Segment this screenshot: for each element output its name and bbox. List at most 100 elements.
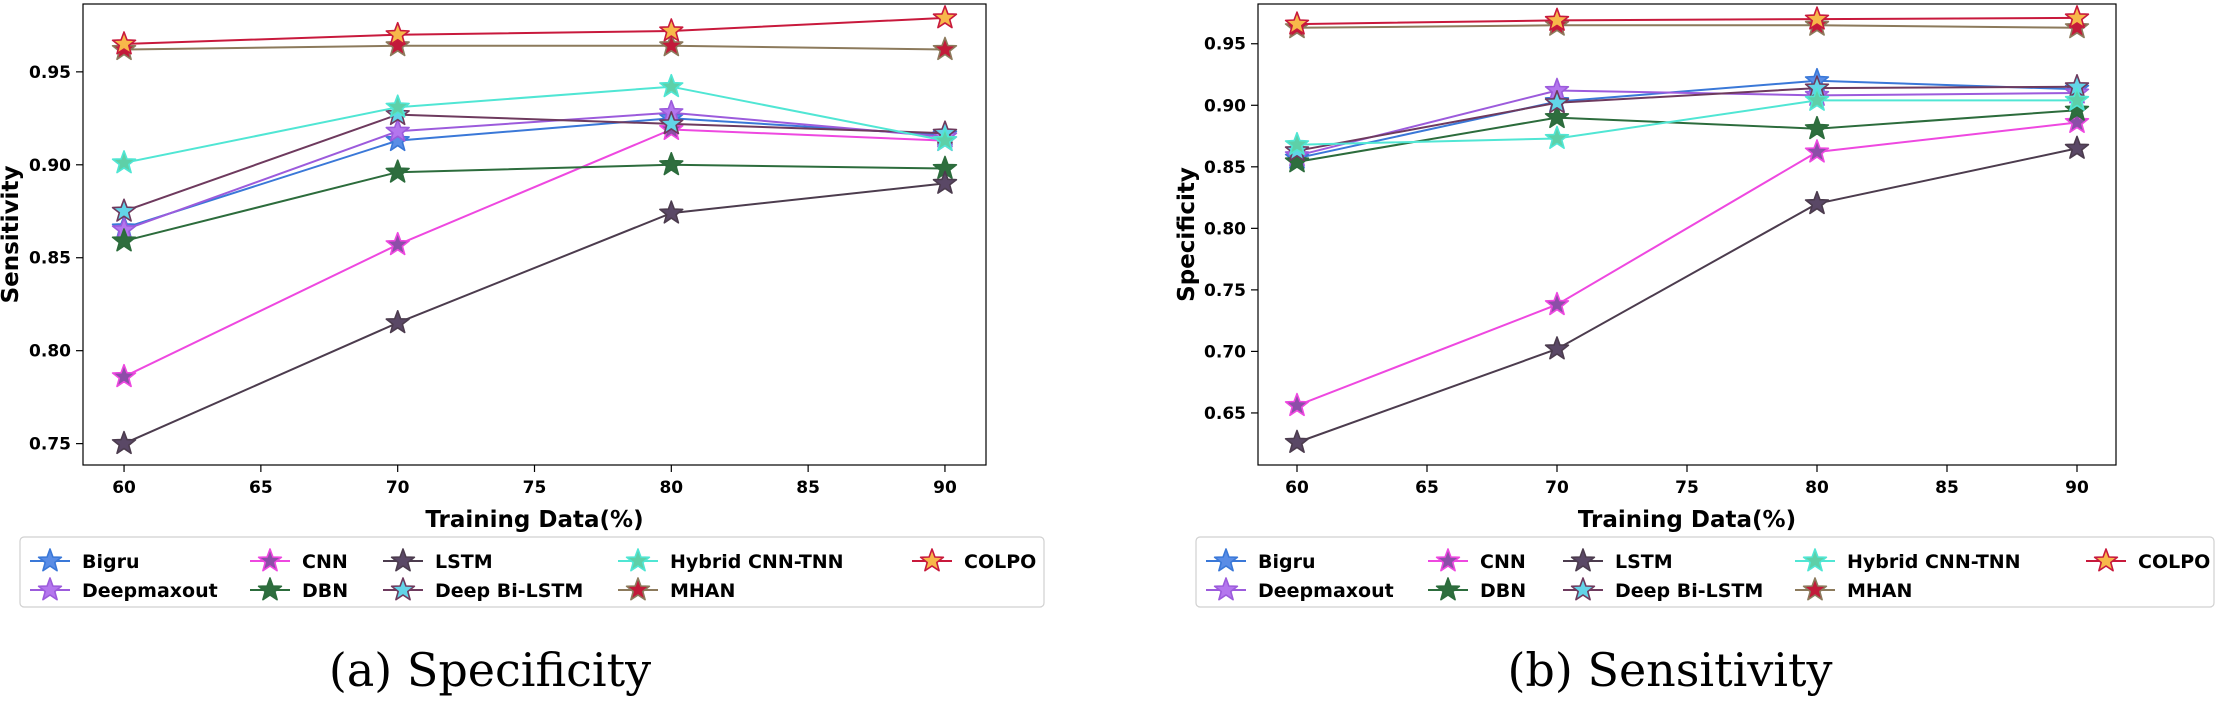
data-point-hybrid-cnn-tnn	[659, 73, 684, 98]
legend-label: Deepmaxout	[82, 580, 218, 602]
x-tick-label: 70	[1545, 478, 1569, 498]
x-tick-label: 85	[1935, 478, 1959, 498]
legend-marker	[1802, 548, 1828, 572]
legend-item-lstm: LSTM	[1563, 548, 1673, 573]
legend-item-mhan: MHAN	[618, 577, 735, 602]
series-hybrid-cnn-tnn	[1284, 87, 2090, 156]
series-line-mhan	[1296, 24, 2078, 29]
series-line-dbn	[123, 163, 946, 242]
legend-item-hybrid-cnn-tnn: Hybrid CNN-TNN	[1795, 548, 2021, 573]
data-point-bigru	[385, 127, 410, 152]
data-point-colpo	[932, 5, 958, 29]
data-point-lstm	[385, 309, 410, 334]
legend-item-colpo: COLPO	[2086, 548, 2210, 573]
data-point-hybrid-cnn-tnn	[111, 150, 137, 174]
legend-item-bigru: Bigru	[30, 548, 140, 573]
data-point-mhan	[659, 32, 684, 57]
legend-marker	[1435, 548, 1461, 572]
legend-label: Deep Bi-LSTM	[435, 580, 583, 602]
data-point-cnn	[111, 363, 137, 388]
y-tick-label: 0.85	[1204, 158, 1246, 178]
legend-marker	[1213, 548, 1239, 572]
legend-item-bigru: Bigru	[1206, 548, 1316, 573]
y-tick-label: 0.90	[29, 156, 71, 176]
legend-item-hybrid-cnn-tnn: Hybrid CNN-TNN	[618, 548, 844, 573]
data-point-colpo	[1544, 7, 1570, 31]
series-line-deepmaxout	[123, 111, 946, 231]
legend-marker	[1213, 577, 1239, 601]
data-point-hybrid-cnn-tnn	[385, 94, 410, 118]
data-point-lstm	[1544, 336, 1570, 360]
series-colpo	[1284, 5, 2090, 35]
data-point-colpo	[2064, 5, 2090, 29]
x-tick-label: 60	[1285, 478, 1309, 498]
y-tick-label: 0.95	[1204, 35, 1246, 55]
legend-label: Deep Bi-LSTM	[1615, 580, 1763, 602]
x-tick-label: 85	[796, 478, 820, 498]
series-line-deep-bi-lstm	[123, 113, 946, 213]
y-tick-label: 0.80	[29, 342, 71, 362]
data-point-colpo	[111, 31, 137, 55]
series-line-lstm	[123, 182, 946, 445]
plot-area	[1257, 3, 2117, 466]
legend-marker	[257, 577, 283, 601]
x-tick-label: 65	[249, 478, 273, 498]
series-line-bigru	[1296, 79, 2078, 160]
legend: Bigru Deepmaxout CNN DBN LSTM Deep Bi-LSTM Hyb…	[19, 536, 1045, 608]
data-point-cnn	[2064, 109, 2090, 133]
y-tick-label: 0.90	[1204, 96, 1246, 116]
data-point-hybrid-cnn-tnn	[1284, 131, 1310, 156]
data-point-lstm	[932, 170, 958, 194]
y-tick-label: 0.75	[1204, 281, 1246, 301]
series-line-bigru	[123, 117, 946, 229]
x-tick-label: 65	[1415, 478, 1439, 498]
legend-marker	[390, 577, 416, 601]
legend-marker	[1570, 548, 1596, 572]
data-point-dbn	[1284, 149, 1310, 173]
series-line-hybrid-cnn-tnn	[123, 85, 946, 164]
x-tick-label: 75	[1675, 478, 1699, 498]
data-point-deep-bi-lstm	[659, 111, 684, 135]
legend-label: Deepmaxout	[1258, 580, 1394, 602]
plot-area	[82, 3, 987, 466]
data-point-mhan	[385, 32, 410, 57]
x-axis-label: Training Data(%)	[425, 507, 643, 533]
series-line-lstm	[1296, 147, 2078, 444]
y-tick-label: 0.70	[1204, 342, 1246, 362]
data-point-hybrid-cnn-tnn	[932, 127, 958, 152]
chart-panel-b: 60 65 70 75 80 85 90 0.65 0.70 0.75 0.80 0.85 0.90 0.…	[1174, 3, 2215, 697]
data-point-dbn	[385, 159, 410, 183]
series-line-deepmaxout	[1296, 89, 2078, 157]
legend-marker	[625, 548, 651, 572]
series-dbn	[1284, 97, 2090, 173]
legend-marker	[257, 548, 283, 572]
legend-label: DBN	[302, 580, 348, 602]
data-point-lstm	[659, 200, 684, 224]
series-lstm	[1284, 135, 2090, 454]
legend-item-colpo: COLPO	[912, 548, 1036, 573]
y-tick-label: 0.65	[1204, 404, 1246, 424]
legend-marker	[625, 577, 651, 601]
y-tick-label: 0.95	[29, 63, 71, 83]
legend-label: CNN	[302, 551, 348, 573]
y-tick-label: 0.75	[29, 435, 71, 455]
legend-marker	[1435, 577, 1461, 601]
legend-marker	[37, 548, 63, 572]
data-point-lstm	[1804, 190, 1830, 215]
series-line-cnn	[123, 128, 946, 378]
legend-marker	[390, 548, 416, 572]
legend-item-lstm: LSTM	[383, 548, 493, 573]
x-tick-label: 80	[1805, 478, 1829, 498]
x-tick-label: 90	[933, 478, 957, 498]
data-point-lstm	[2064, 135, 2090, 159]
data-point-hybrid-cnn-tnn	[2064, 87, 2090, 111]
legend-label: MHAN	[1847, 580, 1912, 602]
legend-label: Hybrid CNN-TNN	[670, 551, 844, 573]
legend-label: COLPO	[2138, 551, 2210, 573]
series-colpo	[111, 5, 958, 55]
y-tick-label: 0.80	[1204, 219, 1246, 239]
data-point-cnn	[385, 231, 410, 256]
legend-marker	[2093, 548, 2119, 572]
panel-caption: (a) Specificity	[329, 643, 651, 697]
